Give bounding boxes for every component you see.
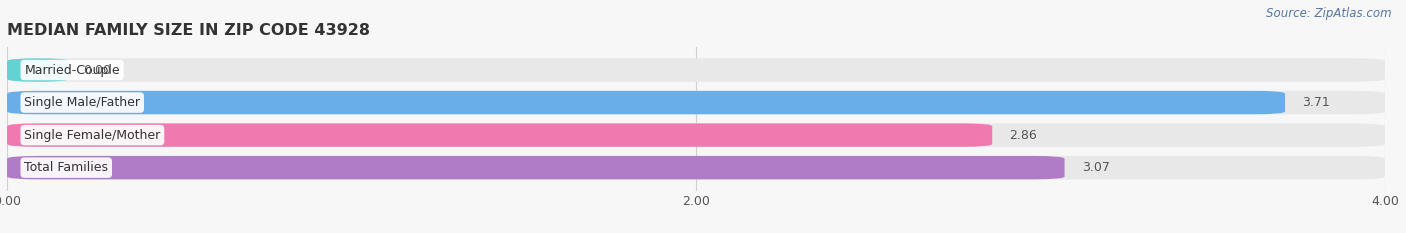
FancyBboxPatch shape [7,58,69,82]
FancyBboxPatch shape [7,123,993,147]
Text: Single Male/Father: Single Male/Father [24,96,141,109]
FancyBboxPatch shape [7,156,1385,179]
FancyBboxPatch shape [7,91,1385,114]
Text: 3.07: 3.07 [1081,161,1109,174]
FancyBboxPatch shape [7,123,1385,147]
FancyBboxPatch shape [7,58,1385,82]
Text: 0.00: 0.00 [83,64,111,76]
Text: Single Female/Mother: Single Female/Mother [24,129,160,142]
Text: 3.71: 3.71 [1302,96,1330,109]
FancyBboxPatch shape [7,91,1285,114]
Text: Married-Couple: Married-Couple [24,64,120,76]
Text: Source: ZipAtlas.com: Source: ZipAtlas.com [1267,7,1392,20]
FancyBboxPatch shape [7,156,1064,179]
Text: Total Families: Total Families [24,161,108,174]
Text: MEDIAN FAMILY SIZE IN ZIP CODE 43928: MEDIAN FAMILY SIZE IN ZIP CODE 43928 [7,24,370,38]
Text: 2.86: 2.86 [1010,129,1038,142]
